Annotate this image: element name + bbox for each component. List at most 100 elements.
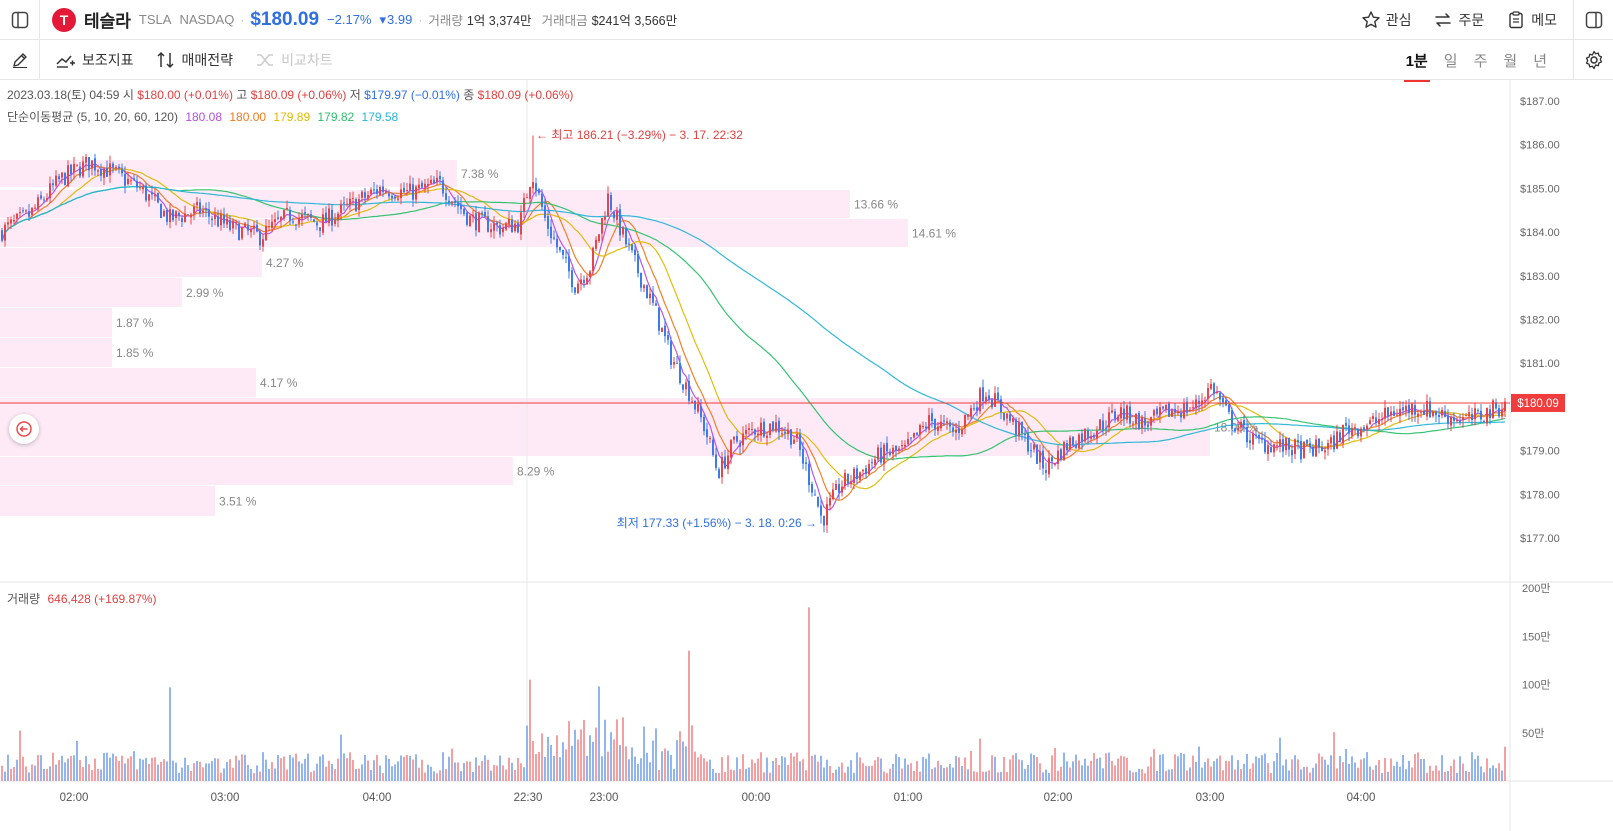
candle-body: [619, 209, 621, 236]
volume-bar: [712, 768, 714, 781]
candle-body: [160, 204, 162, 219]
order-button[interactable]: 주문: [1433, 10, 1484, 30]
price-chart[interactable]: 7.38 % 13.66 % 14.61 % 4.27 % 2.99 % 1.87 % 1.…: [0, 80, 1613, 831]
compare-chart-button[interactable]: 비교차트: [255, 50, 333, 70]
period-tab-week[interactable]: 주: [1473, 52, 1488, 70]
candle-body: [625, 228, 627, 245]
candle-body: [1027, 433, 1029, 452]
period-tab-day[interactable]: 일: [1443, 52, 1458, 70]
volume-bar: [514, 769, 516, 781]
candle-body: [235, 222, 237, 224]
volume-bar: [1417, 752, 1419, 781]
volume-bar: [964, 757, 966, 781]
period-tab-1min[interactable]: 1분: [1403, 50, 1430, 82]
candle-body: [1315, 439, 1317, 457]
candle-body: [1129, 406, 1131, 424]
volume-bar: [571, 745, 573, 781]
volume-bar: [1000, 771, 1002, 781]
volume-bar: [925, 758, 927, 781]
volume-bar: [646, 752, 648, 781]
candle-body: [1255, 434, 1257, 436]
candle-body: [1306, 439, 1308, 444]
volume-bar: [436, 773, 438, 781]
sidebar-toggle-button[interactable]: [0, 0, 40, 40]
volume-bar: [1174, 754, 1176, 781]
volume-bar: [697, 757, 699, 781]
volume-bar: [994, 756, 996, 781]
candle-body: [1039, 451, 1041, 463]
volume-bar: [103, 752, 105, 781]
watch-button[interactable]: 관심: [1361, 10, 1411, 30]
volume-bar: [1426, 772, 1428, 781]
candle-body: [382, 186, 384, 193]
candle-body: [1285, 437, 1287, 451]
volume-bar: [1270, 773, 1272, 781]
volume-bar: [1204, 762, 1206, 781]
candle-body: [1084, 429, 1086, 442]
volume-bar: [391, 766, 393, 781]
candle-body: [1006, 413, 1008, 419]
volume-bar: [370, 770, 372, 781]
memo-button[interactable]: 메모: [1506, 10, 1557, 30]
volume-bar: [1465, 770, 1467, 781]
candle-body: [352, 197, 354, 199]
right-panel-toggle-button[interactable]: [1573, 0, 1613, 40]
settings-button[interactable]: [1573, 40, 1613, 80]
volume-bar: [1378, 760, 1380, 781]
candle-body: [112, 163, 114, 168]
candle-body: [1486, 407, 1488, 424]
volume-bar: [721, 757, 723, 781]
low-value: $179.97 (−0.01%): [364, 88, 460, 102]
panel-right-icon: [1585, 11, 1602, 29]
volume-bar: [79, 760, 81, 781]
volume-bar: [613, 739, 615, 781]
candle-body: [28, 211, 30, 217]
draw-tool-button[interactable]: [0, 39, 40, 80]
volume-bar: [343, 753, 345, 781]
candle-body: [553, 237, 555, 239]
candle-body: [700, 406, 702, 418]
volume-bar: [1423, 758, 1425, 781]
volume-bar: [7, 754, 9, 781]
candle-body: [85, 156, 87, 163]
candle-body: [769, 423, 771, 435]
volume-bar: [13, 767, 15, 781]
candle-body: [208, 209, 210, 217]
volume-bar: [466, 761, 468, 781]
volume-bar: [979, 738, 981, 781]
volume-bar: [628, 759, 630, 781]
candle-body: [385, 191, 387, 193]
candle-body: [883, 444, 885, 464]
period-tab-month[interactable]: 월: [1503, 52, 1518, 70]
candle-body: [1075, 445, 1077, 448]
volume-bar: [1261, 755, 1263, 781]
candle-body: [328, 208, 330, 224]
back-button[interactable]: [9, 414, 39, 444]
volume-bar: [943, 767, 945, 781]
candle-body: [247, 225, 249, 231]
candle-body: [1291, 450, 1293, 456]
volume-bar: [289, 754, 291, 781]
volume-bar: [553, 755, 555, 781]
volume-bar: [610, 732, 612, 781]
volume-bar: [316, 763, 318, 781]
strategy-button[interactable]: 매매전략: [156, 50, 233, 70]
candle-body: [631, 244, 633, 251]
candle-body: [949, 422, 951, 427]
candle-body: [334, 219, 336, 224]
time-tick-label: 00:00: [742, 792, 771, 804]
time-tick-label: 03:00: [211, 792, 240, 804]
indicators-button[interactable]: 보조지표: [56, 50, 134, 70]
volume-bar: [799, 761, 801, 781]
volume-bar: [703, 758, 705, 781]
candle-body: [1309, 443, 1311, 447]
candle-body: [1222, 397, 1224, 403]
candle-body: [1447, 415, 1449, 424]
period-tab-year[interactable]: 년: [1533, 52, 1547, 70]
candle-body: [1330, 437, 1332, 444]
volume-bar: [598, 686, 600, 781]
volume-bar: [148, 763, 150, 781]
candle-body: [1501, 409, 1503, 417]
candle-body: [1393, 411, 1395, 416]
candle-body: [766, 435, 768, 438]
